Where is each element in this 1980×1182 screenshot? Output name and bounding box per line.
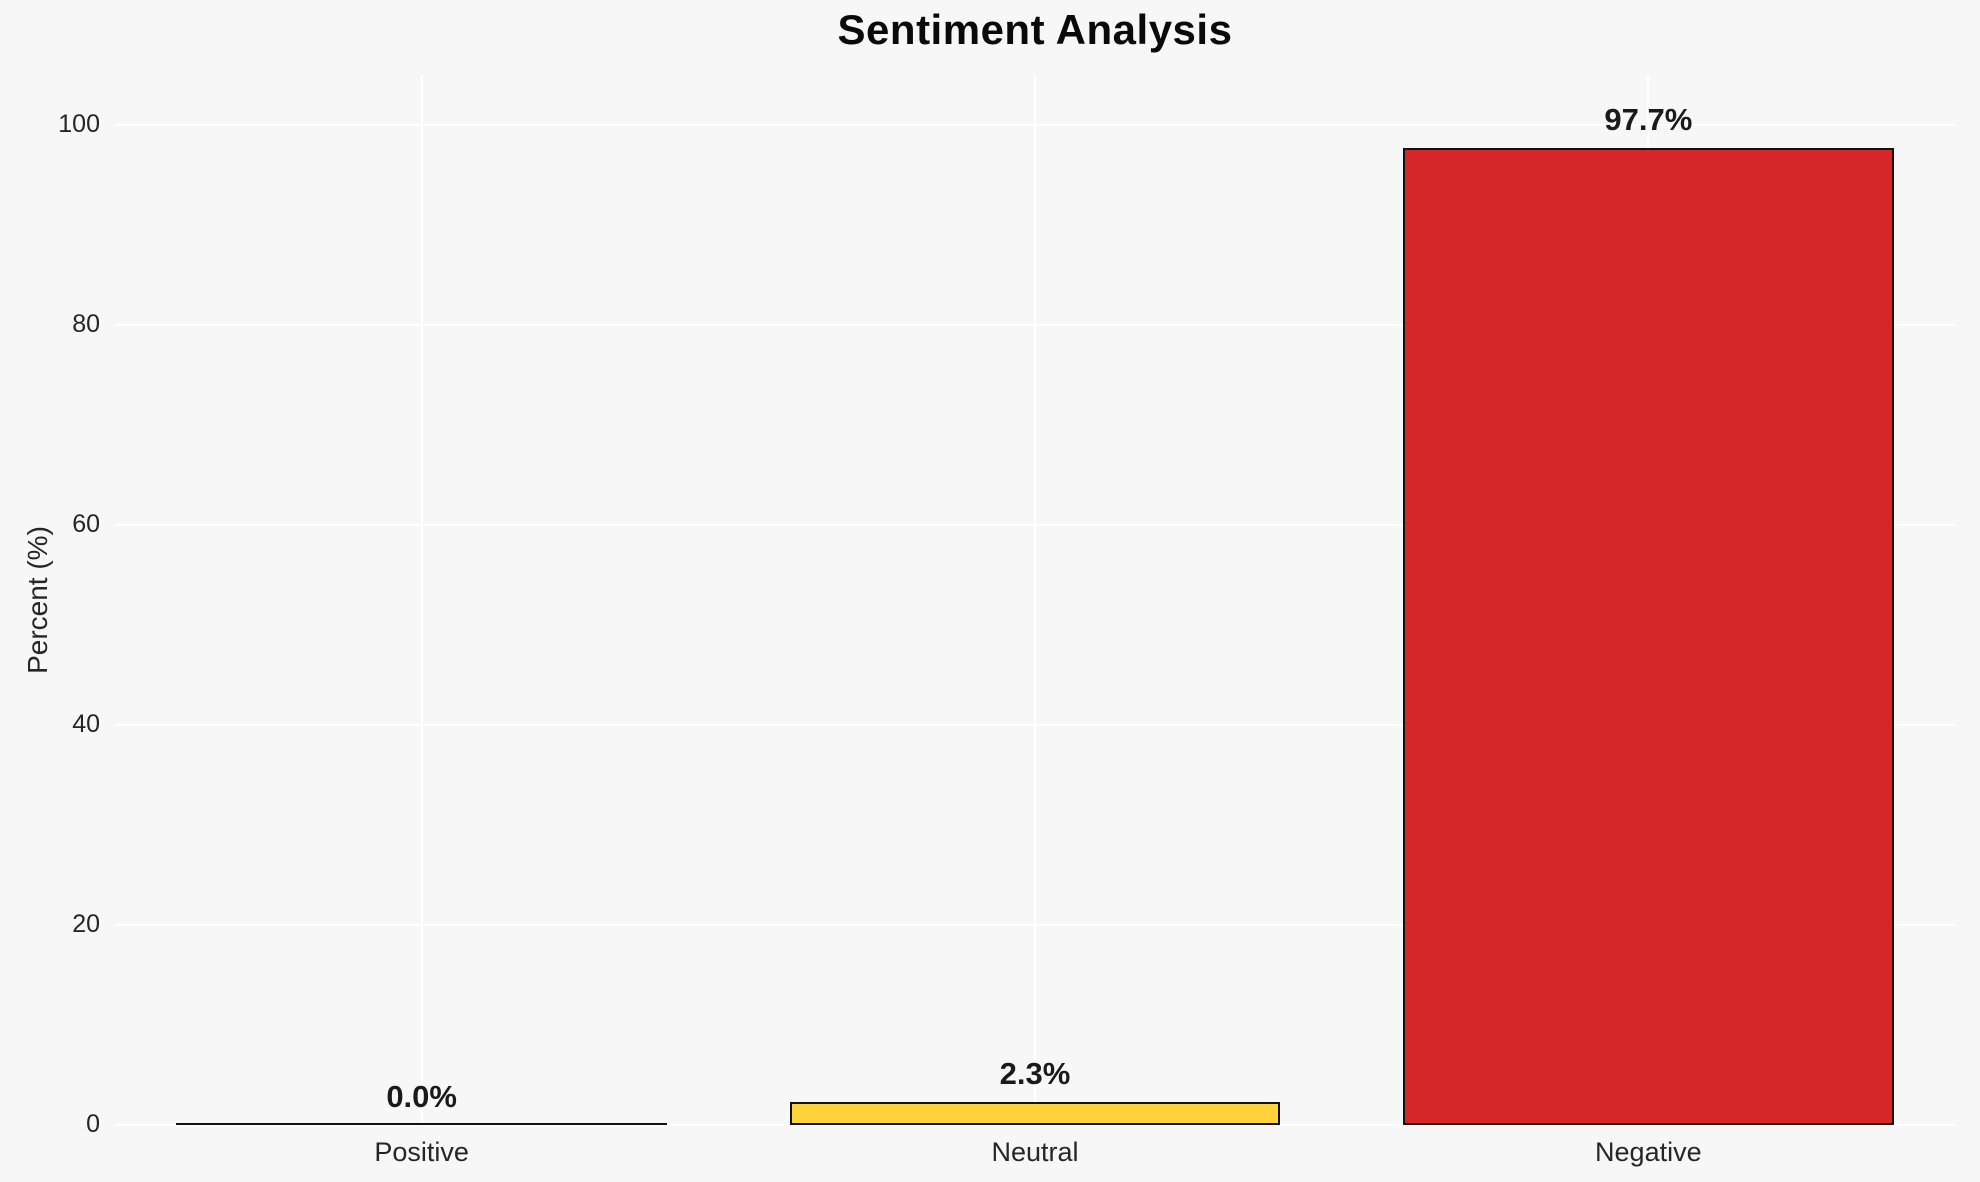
- y-tick-label-0: 0: [86, 1110, 100, 1138]
- gridline-x-neutral: [1034, 75, 1036, 1125]
- value-label-negative: 97.7%: [1604, 102, 1693, 137]
- bar-neutral: [789, 1102, 1281, 1125]
- y-tick-label-100: 100: [58, 110, 100, 138]
- x-tick-label-positive: Positive: [374, 1137, 469, 1167]
- value-label-neutral: 2.3%: [999, 1056, 1071, 1091]
- gridline-y-0: [115, 1124, 1955, 1126]
- y-tick-label-80: 80: [72, 310, 100, 338]
- x-tick-label-neutral: Neutral: [991, 1137, 1079, 1167]
- gridline-x-positive: [420, 75, 423, 1125]
- plot-area: 0.0% Positive 2.3% Neutral 97.7% Negative: [115, 75, 1955, 1167]
- y-tick-label-20: 20: [72, 910, 100, 938]
- bar-negative: [1403, 148, 1894, 1125]
- value-label-positive: 0.0%: [386, 1079, 457, 1114]
- chart-title: Sentiment Analysis: [837, 6, 1233, 53]
- bar-positive: [176, 1123, 667, 1125]
- x-tick-label-negative: Negative: [1595, 1137, 1702, 1167]
- y-tick-label-60: 60: [72, 510, 100, 538]
- y-tick-label-40: 40: [72, 710, 100, 738]
